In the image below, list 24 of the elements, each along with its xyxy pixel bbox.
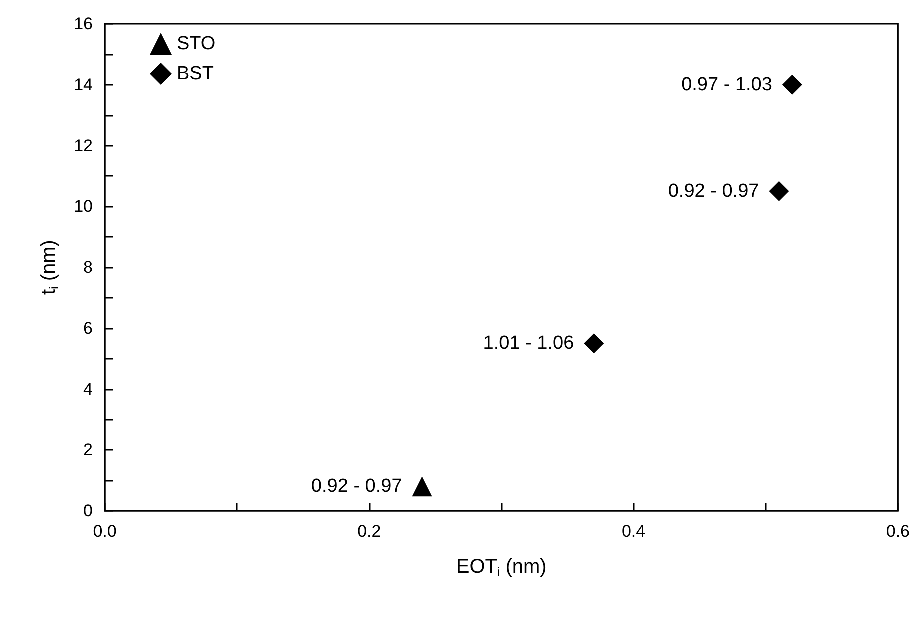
y-tick-label: 0 — [84, 502, 93, 520]
data-label: 0.92 - 0.97 — [668, 180, 760, 202]
point — [782, 74, 802, 95]
legend-label: STO — [177, 34, 216, 54]
x-tick-label: 0.2 — [358, 522, 382, 541]
x-tick-label: 0.0 — [93, 522, 117, 541]
y-tick-label: 2 — [84, 440, 93, 460]
y-axis-title: ti (nm) — [38, 240, 61, 295]
y-tick-label: 16 — [74, 14, 93, 34]
y-tick-label: 12 — [74, 136, 93, 156]
y-tick-label: 4 — [84, 380, 93, 399]
data-label: 0.97 - 1.03 — [682, 74, 772, 96]
point — [769, 181, 790, 202]
legend-label: BST — [177, 64, 214, 84]
y-tick-label: 14 — [74, 75, 93, 94]
x-tick-label: 0.6 — [886, 522, 910, 541]
x-tick-label: 0.4 — [622, 522, 646, 541]
data-label: 1.01 - 1.06 — [483, 333, 574, 354]
y-tick-label: 10 — [74, 197, 93, 216]
y-tick-label: 6 — [84, 318, 93, 338]
data-label: 0.92 - 0.97 — [311, 476, 402, 498]
point — [584, 334, 604, 354]
point — [412, 476, 432, 497]
y-tick-label: 8 — [84, 258, 93, 277]
